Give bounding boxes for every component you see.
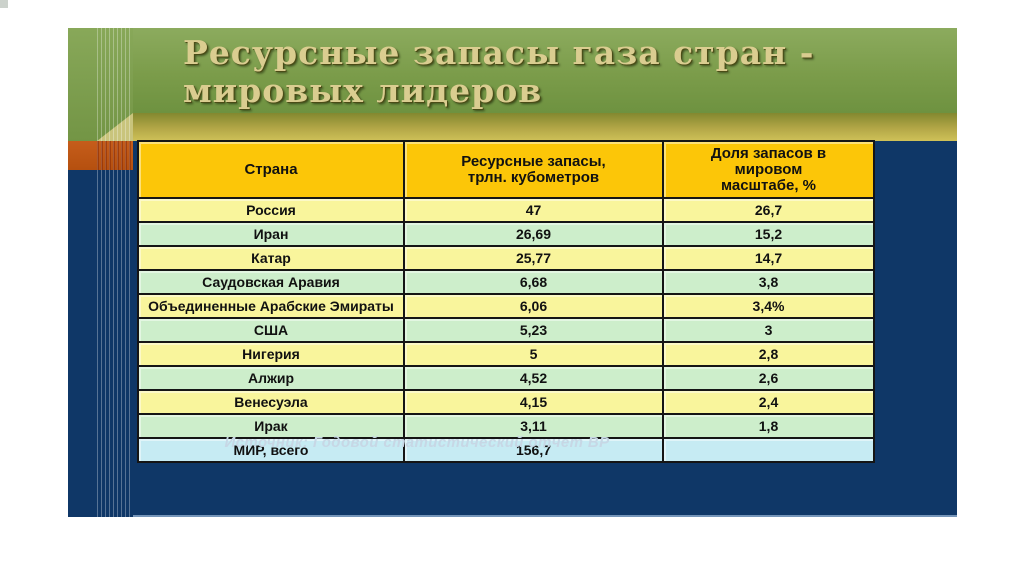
cell-country: Объединенные Арабские Эмираты — [137, 293, 405, 319]
title-band — [68, 28, 957, 113]
table-row: Иран 26,69 15,2 — [137, 221, 875, 247]
cell-share: 3 — [662, 317, 875, 343]
cell-country: Ирак — [137, 413, 405, 439]
source-note: Источник: Годовой статистический отчет B… — [224, 434, 610, 451]
left-striped-bar — [97, 28, 133, 517]
gold-divider-band — [133, 113, 957, 141]
cell-share: 3,8 — [662, 269, 875, 295]
cell-country: Алжир — [137, 365, 405, 391]
cell-reserves: 25,77 — [403, 245, 664, 271]
column-header-1: Ресурсные запасы, трлн. кубометров — [403, 140, 664, 199]
gas-reserves-table: Страна Ресурсные запасы, трлн. кубометров… — [137, 140, 875, 463]
table-body: Россия 47 26,7 Иран 26,69 15,2 Катар 25,77 14,7 С… — [137, 197, 875, 463]
table-row: Саудовская Аравия 6,68 3,8 — [137, 269, 875, 295]
cell-country: Россия — [137, 197, 405, 223]
table-row: США 5,23 3 — [137, 317, 875, 343]
cell-share: 15,2 — [662, 221, 875, 247]
cell-reserves: 4,15 — [403, 389, 664, 415]
cell-country: Иран — [137, 221, 405, 247]
table-row: Объединенные Арабские Эмираты 6,06 3,4% — [137, 293, 875, 319]
cell-country: МИР, всего — [137, 437, 405, 463]
presentation-slide: Ресурсные запасы газа стран - мировых ли… — [68, 28, 957, 517]
table-row: МИР, всего 156,7 — [137, 437, 875, 463]
cell-share: 26,7 — [662, 197, 875, 223]
cell-share: 2,4 — [662, 389, 875, 415]
cell-country: Саудовская Аравия — [137, 269, 405, 295]
table-row: Нигерия 5 2,8 — [137, 341, 875, 367]
cell-reserves: 5 — [403, 341, 664, 367]
cell-share: 3,4% — [662, 293, 875, 319]
cell-reserves: 4,52 — [403, 365, 664, 391]
cell-share: 2,8 — [662, 341, 875, 367]
cell-country: Венесуэла — [137, 389, 405, 415]
cell-reserves: 6,06 — [403, 293, 664, 319]
cell-share — [662, 437, 875, 463]
cell-share: 14,7 — [662, 245, 875, 271]
table-row: Россия 47 26,7 — [137, 197, 875, 223]
slide-title: Ресурсные запасы газа стран - мировых ли… — [183, 34, 814, 110]
cell-reserves: 156,7 — [403, 437, 664, 463]
cell-reserves: 5,23 — [403, 317, 664, 343]
corner-artifact — [0, 0, 8, 8]
cell-share: 1,8 — [662, 413, 875, 439]
column-header-2: Доля запасов в мировом масштабе, % — [662, 140, 875, 199]
slide-bottom-edge — [68, 515, 957, 517]
cell-reserves: 47 — [403, 197, 664, 223]
cell-country: США — [137, 317, 405, 343]
cell-country: Катар — [137, 245, 405, 271]
table-row: Ирак 3,11 1,8 — [137, 413, 875, 439]
cell-share: 2,6 — [662, 365, 875, 391]
stripe-pattern — [97, 28, 133, 517]
table-row: Катар 25,77 14,7 — [137, 245, 875, 271]
stripe-pattern-orange — [97, 141, 133, 170]
slide-title-line1: Ресурсные запасы газа стран - — [183, 33, 815, 72]
column-header-0: Страна — [137, 140, 405, 199]
left-accent-bar — [68, 28, 97, 517]
cell-country: Нигерия — [137, 341, 405, 367]
cell-reserves: 26,69 — [403, 221, 664, 247]
cell-reserves: 3,11 — [403, 413, 664, 439]
table-row: Алжир 4,52 2,6 — [137, 365, 875, 391]
cell-reserves: 6,68 — [403, 269, 664, 295]
slide-title-line2: мировых лидеров — [183, 71, 543, 110]
table-header-row: Страна Ресурсные запасы, трлн. кубометров… — [137, 140, 875, 199]
table-row: Венесуэла 4,15 2,4 — [137, 389, 875, 415]
